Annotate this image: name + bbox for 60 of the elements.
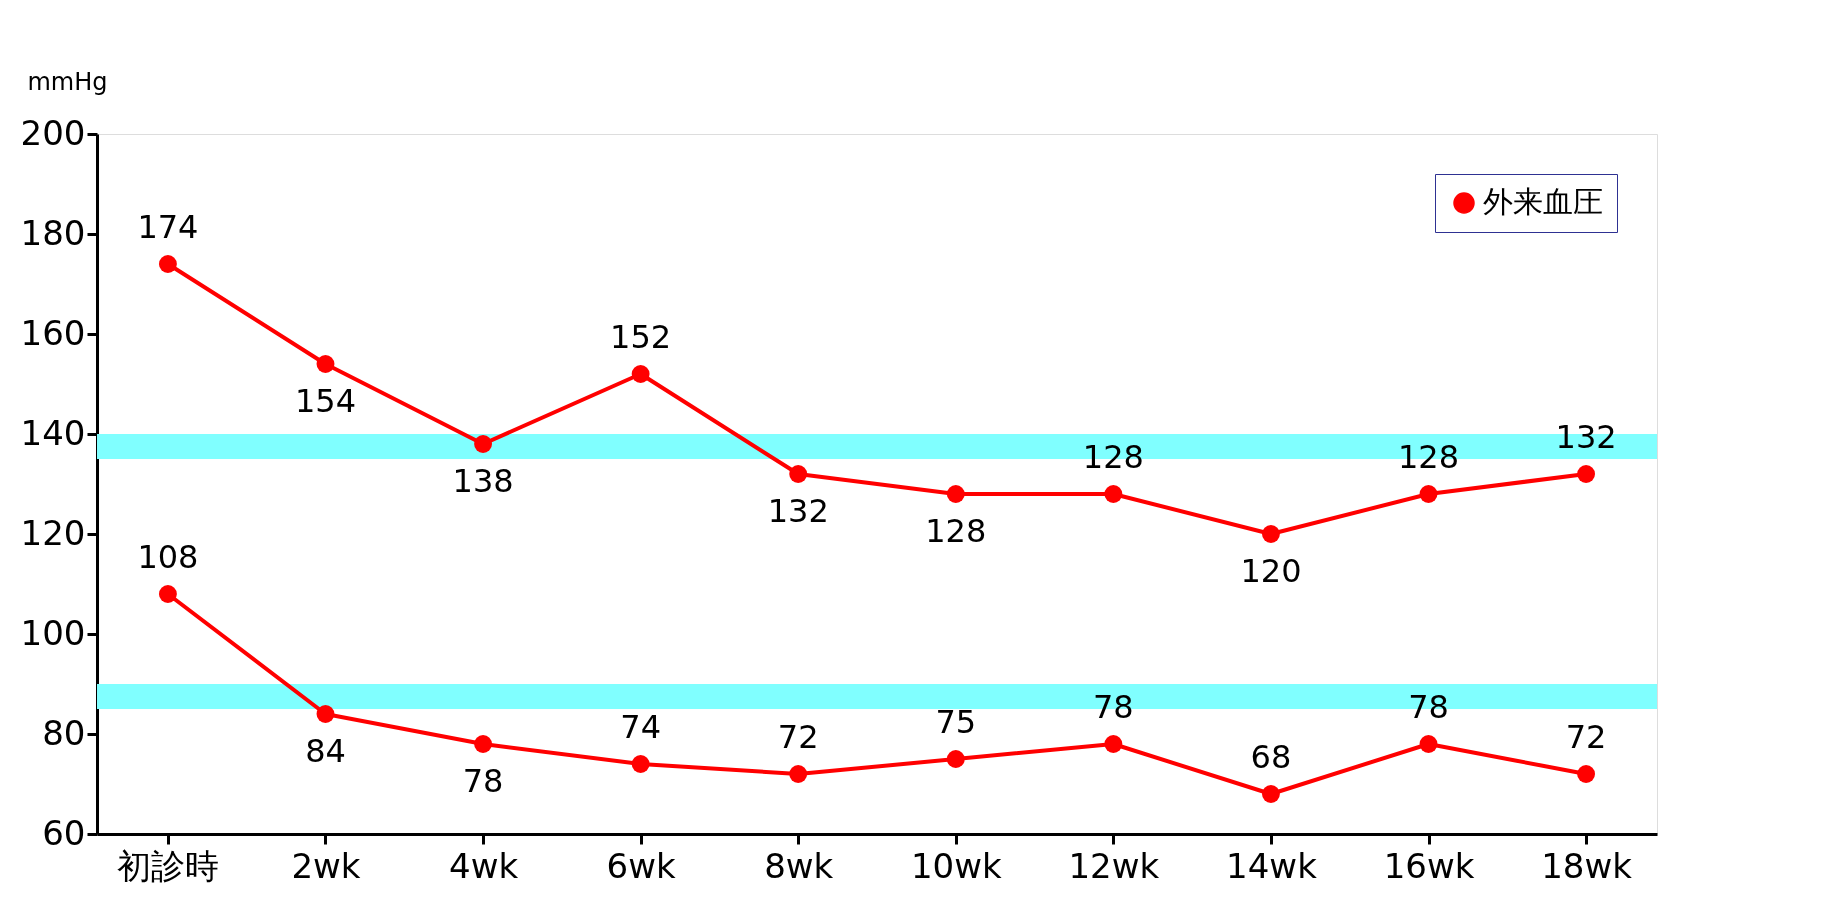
legend-label: 外来血圧 — [1483, 184, 1603, 219]
data-label: 154 — [294, 382, 357, 420]
point — [789, 465, 808, 483]
x-tick-label: 10wk — [910, 845, 1002, 886]
point — [946, 485, 965, 503]
data-label: 78 — [1408, 688, 1449, 726]
point — [316, 705, 335, 723]
point — [1419, 735, 1438, 753]
x-tick-label: 4wk — [448, 845, 519, 886]
data-label: 78 — [1093, 688, 1134, 726]
point — [946, 750, 965, 768]
point — [1577, 765, 1596, 783]
data-label: 78 — [462, 762, 504, 800]
y-tick-label: 180 — [20, 212, 86, 253]
data-label: 120 — [1240, 552, 1302, 590]
y-tick-label: 80 — [42, 712, 86, 753]
data-label: 72 — [1565, 718, 1607, 756]
point — [316, 355, 335, 373]
y-tick-label: 60 — [42, 812, 86, 853]
x-tick-label: 16wk — [1383, 845, 1475, 886]
data-label: 174 — [137, 208, 199, 246]
point — [631, 365, 650, 383]
point — [158, 255, 177, 273]
data-label: 68 — [1250, 738, 1292, 776]
x-tick-label: 14wk — [1226, 845, 1318, 886]
data-label: 72 — [777, 718, 819, 756]
data-label: 84 — [305, 732, 346, 770]
data-label: 128 — [925, 512, 987, 550]
x-tick-label: 8wk — [764, 845, 834, 886]
y-tick-label: 200 — [20, 112, 86, 153]
data-label: 132 — [1555, 418, 1617, 456]
data-label: 128 — [1082, 438, 1144, 476]
point — [789, 765, 808, 783]
x-tick-label: 2wk — [291, 845, 361, 886]
data-label: 132 — [767, 492, 829, 530]
data-label: 128 — [1397, 438, 1460, 476]
point — [1104, 735, 1123, 753]
point — [1419, 485, 1438, 503]
data-label: 74 — [620, 708, 661, 746]
point — [1104, 485, 1123, 503]
data-label: 75 — [935, 703, 977, 741]
y-tick-label: 140 — [20, 412, 86, 453]
point — [1577, 465, 1596, 483]
x-tick-label: 初診時 — [117, 845, 220, 886]
x-tick-label: 12wk — [1068, 845, 1160, 886]
point — [474, 435, 492, 453]
data-label: 152 — [610, 318, 672, 356]
y-axis-title: mmHg — [27, 67, 108, 96]
y-tick-label: 100 — [20, 612, 86, 653]
point — [1262, 525, 1280, 543]
data-label: 108 — [137, 538, 199, 576]
x-tick-label: 6wk — [606, 845, 677, 886]
y-tick-label: 120 — [20, 512, 86, 553]
y-tick-label: 160 — [20, 312, 86, 353]
data-label: 138 — [452, 462, 514, 500]
point — [631, 755, 650, 773]
x-tick-label: 18wk — [1541, 845, 1633, 886]
point — [1262, 785, 1280, 803]
point — [158, 585, 177, 603]
point — [474, 735, 492, 753]
